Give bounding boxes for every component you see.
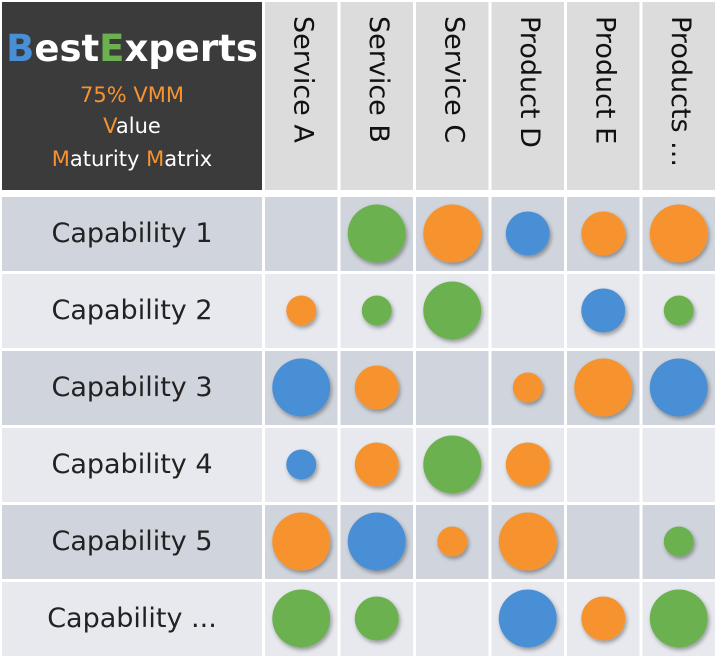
column-label: Products ... xyxy=(665,16,696,167)
logo-box xyxy=(2,2,262,190)
text-part: atrix xyxy=(164,147,212,171)
cell xyxy=(567,505,640,579)
bubble xyxy=(354,365,399,410)
logo-part: est xyxy=(34,27,99,70)
bubble xyxy=(423,204,482,263)
row-label: Capability 2 xyxy=(51,295,212,326)
bubble xyxy=(347,204,406,263)
bubble xyxy=(498,512,557,571)
text-part: M xyxy=(146,147,164,171)
bubble xyxy=(286,295,317,326)
bubble xyxy=(354,596,399,641)
row-label-cell xyxy=(2,582,262,656)
column-header xyxy=(265,2,338,190)
cell xyxy=(265,197,338,271)
bubble xyxy=(581,288,626,333)
column-header xyxy=(567,2,640,190)
column-header xyxy=(642,2,715,190)
bubble xyxy=(286,449,317,480)
row-label: Capability 5 xyxy=(51,526,212,557)
row-label-cell xyxy=(2,197,262,271)
bubble xyxy=(361,295,392,326)
cell xyxy=(567,428,640,502)
bubble xyxy=(423,435,482,494)
subtitle-line: Value xyxy=(103,114,161,138)
cell xyxy=(642,428,715,502)
column-label: Service C xyxy=(438,16,469,143)
bubble xyxy=(437,526,468,557)
bubble xyxy=(505,211,550,256)
bubble xyxy=(649,589,708,648)
bubble xyxy=(505,442,550,487)
logo: BestExperts xyxy=(6,27,258,70)
column-label: Service B xyxy=(363,16,394,143)
bubble xyxy=(347,512,406,571)
column-header xyxy=(340,2,413,190)
cell xyxy=(416,582,489,656)
column-label: Service A xyxy=(287,16,318,143)
logo-part: xperts xyxy=(124,27,257,70)
logo-part: B xyxy=(6,27,34,70)
cell xyxy=(491,274,564,348)
row-label-cell xyxy=(2,428,262,502)
row-label: Capability 4 xyxy=(51,449,212,480)
bubble xyxy=(581,211,626,256)
row-label: Capability 3 xyxy=(51,372,212,403)
bubble xyxy=(354,442,399,487)
cell xyxy=(416,351,489,425)
bubble xyxy=(423,281,482,340)
column-header xyxy=(416,2,489,190)
column-label: Product E xyxy=(589,16,620,144)
bubble xyxy=(512,372,543,403)
bubble xyxy=(498,589,557,648)
subtitle-line: Maturity Matrix xyxy=(52,147,212,171)
bubble xyxy=(581,596,626,641)
bubble xyxy=(272,512,331,571)
bubble xyxy=(663,295,694,326)
bubble xyxy=(272,589,331,648)
column-label: Product D xyxy=(514,16,545,148)
row-label-cell xyxy=(2,505,262,579)
text-part: M xyxy=(52,147,70,171)
logo-part: E xyxy=(99,27,124,70)
row-label: Capability 1 xyxy=(51,218,212,249)
text-part: aturity xyxy=(70,147,146,171)
bubble xyxy=(574,358,633,417)
bubble xyxy=(649,204,708,263)
bubble xyxy=(272,358,331,417)
text-part: V xyxy=(103,114,118,138)
row-label-cell xyxy=(2,274,262,348)
bubble xyxy=(649,358,708,417)
text-part: alue xyxy=(116,114,161,138)
column-header xyxy=(491,2,564,190)
bubble xyxy=(663,526,694,557)
row-label: Capability ... xyxy=(47,603,217,634)
row-label-cell xyxy=(2,351,262,425)
subtitle: 75% VMM xyxy=(80,83,184,107)
